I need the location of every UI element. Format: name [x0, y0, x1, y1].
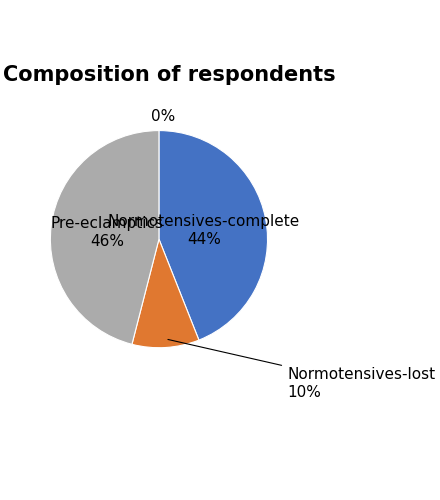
Wedge shape: [50, 130, 159, 344]
Text: Normotensives-complete
44%: Normotensives-complete 44%: [108, 214, 300, 247]
Text: Pre-eclamptics
46%: Pre-eclamptics 46%: [51, 216, 164, 249]
Wedge shape: [159, 130, 268, 340]
Text: 0%: 0%: [151, 109, 176, 124]
Wedge shape: [132, 239, 199, 348]
Text: Normotensives-lost
10%: Normotensives-lost 10%: [168, 340, 435, 400]
Title: Composition of respondents: Composition of respondents: [4, 66, 336, 86]
